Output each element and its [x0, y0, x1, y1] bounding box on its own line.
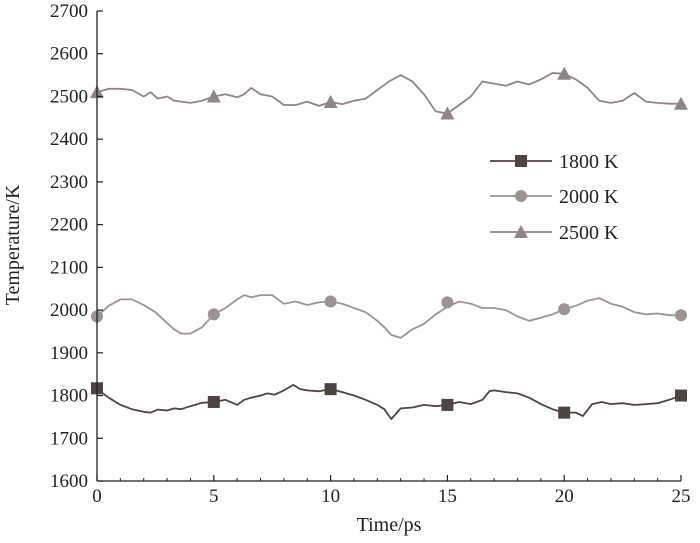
y-tick-label: 2700: [50, 1, 88, 22]
legend-marker-0: [515, 155, 527, 167]
y-tick-label: 1700: [50, 428, 88, 449]
series-0-marker: [441, 398, 454, 411]
x-tick-label: 25: [672, 486, 691, 507]
x-tick-label: 5: [209, 486, 219, 507]
y-tick-label: 2600: [50, 44, 88, 65]
x-tick-label: 20: [555, 486, 574, 507]
legend-marker-2: [514, 225, 528, 238]
y-tick-label: 1800: [50, 386, 88, 407]
series-1-marker: [324, 295, 337, 308]
series-2-marker: [440, 106, 455, 120]
legend-marker-1: [515, 190, 527, 202]
legend-label-2: 2500 K: [559, 222, 619, 244]
series-0-marker: [675, 389, 687, 402]
x-tick-label: 15: [438, 486, 457, 507]
plot-area: [90, 66, 688, 420]
series-2-marker: [206, 89, 221, 103]
series-1-marker: [441, 296, 454, 309]
series-2-marker: [323, 95, 338, 109]
y-tick-label: 1900: [50, 343, 88, 364]
legend-label-1: 2000 K: [559, 186, 619, 208]
y-tick-label: 2000: [50, 300, 88, 321]
x-tick-label: 0: [92, 486, 102, 507]
series-line-0: [96, 383, 682, 420]
legend-label-0: 1800 K: [559, 151, 619, 173]
x-tick-label: 10: [321, 486, 340, 507]
series-1-marker: [675, 309, 687, 322]
axes: 0 5 10 15 20 25 1600 1700 1800 1900 2000 2100 2200 23…: [50, 1, 691, 507]
x-axis-title: Time/ps: [357, 514, 422, 536]
series-0-marker: [324, 383, 337, 396]
y-tick-label: 2100: [50, 257, 88, 278]
y-axis-title: Temperature/K: [2, 184, 24, 305]
y-tick-label: 2500: [50, 86, 88, 107]
y-tick-label: 1600: [50, 471, 88, 492]
y-tick-label: 2200: [50, 215, 88, 236]
y-tick-label: 2400: [50, 129, 88, 150]
series-2-marker: [557, 66, 572, 80]
series-0-marker: [207, 395, 220, 408]
series-line-2: [96, 72, 681, 115]
legend: 1800 K 2000 K 2500 K: [490, 151, 619, 244]
series-1-marker: [558, 303, 571, 316]
y-tick-label: 2300: [50, 172, 88, 193]
series-2-marker: [674, 96, 688, 110]
series-1-marker: [207, 308, 220, 321]
series-line-1: [96, 294, 681, 339]
series-0-marker: [558, 406, 571, 419]
